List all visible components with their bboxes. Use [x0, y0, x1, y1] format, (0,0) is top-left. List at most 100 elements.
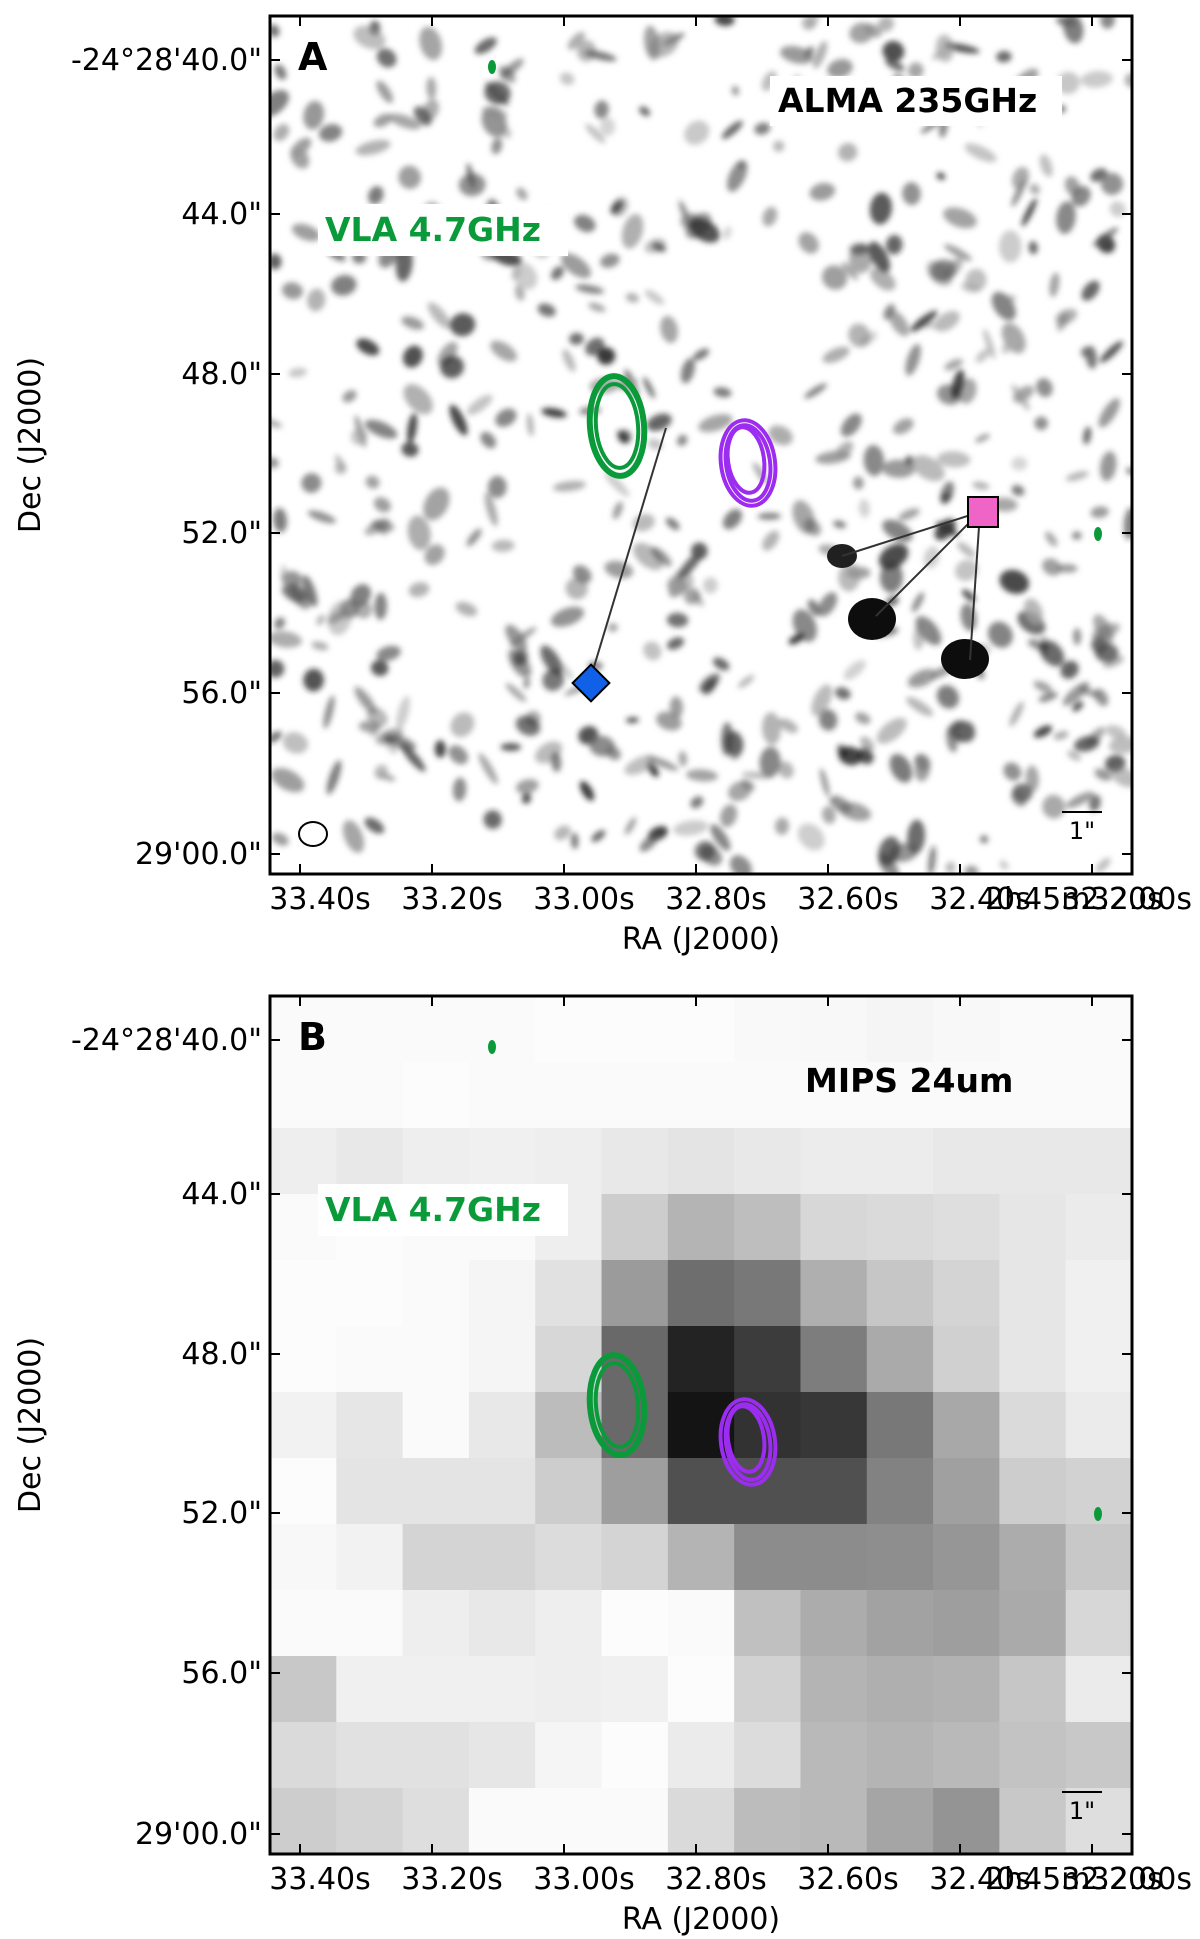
noise-blob — [1033, 725, 1053, 738]
noise-blob — [554, 825, 571, 841]
noise-blob — [585, 123, 606, 144]
mips-pixel — [933, 1392, 1000, 1459]
mips-pixel — [402, 1656, 470, 1723]
noise-blob — [419, 26, 443, 61]
noise-blob — [1072, 628, 1082, 646]
mips-pixel — [734, 1524, 802, 1591]
noise-blob — [368, 186, 384, 205]
mips-pixel — [667, 1458, 735, 1525]
mips-pixel — [535, 1524, 603, 1591]
noise-blob — [481, 105, 508, 121]
noise-blob — [1080, 346, 1090, 358]
noise-blob — [466, 394, 493, 416]
noise-blob — [944, 358, 964, 371]
noise-blob — [937, 451, 971, 468]
noise-blob — [647, 438, 663, 450]
purple-contour — [718, 1397, 778, 1487]
noise-blob — [625, 292, 640, 303]
mips-pixel — [336, 1590, 404, 1657]
noise-blob — [686, 769, 718, 782]
noise-blob — [680, 358, 695, 384]
mips-pixel — [667, 1326, 735, 1393]
y-tick-label: 44.0" — [181, 197, 262, 232]
mips-pixel — [800, 1590, 868, 1657]
noise-blob — [1065, 791, 1094, 809]
mips-pixel — [800, 1722, 868, 1789]
mips-pixel — [667, 1788, 735, 1854]
panel-letter: B — [298, 1015, 327, 1059]
noise-blob — [905, 343, 921, 376]
noise-blob — [1083, 426, 1092, 445]
noise-blob — [798, 232, 819, 254]
mips-pixel — [270, 1128, 337, 1195]
noise-blob — [757, 512, 781, 520]
beam-ellipse — [298, 821, 328, 847]
noise-blob — [815, 450, 851, 464]
mips-pixel — [800, 1788, 868, 1854]
mips-pixel — [468, 1722, 536, 1789]
noise-blob — [1060, 660, 1079, 679]
noise-blob — [407, 515, 431, 551]
noise-blob — [396, 695, 410, 731]
noise-blob — [303, 100, 325, 130]
noise-blob — [911, 592, 925, 613]
noise-blob — [944, 43, 980, 54]
noise-blob — [541, 407, 567, 418]
noise-blob — [987, 621, 1013, 648]
image-label: ALMA 235GHz — [778, 81, 1037, 120]
noise-blob — [668, 582, 682, 598]
image-label-box — [770, 76, 1062, 126]
noise-blob — [487, 475, 507, 499]
noise-blob — [270, 90, 289, 118]
noise-blob — [588, 302, 606, 313]
noise-blob — [480, 431, 497, 449]
y-axis-title: Dec (J2000) — [13, 1337, 48, 1513]
noise-blob — [516, 187, 528, 201]
noise-blob — [597, 347, 616, 365]
mips-pixel — [999, 1458, 1067, 1525]
noise-blob — [374, 592, 388, 620]
noise-blob — [684, 120, 710, 145]
mips-pixel — [270, 1458, 337, 1525]
mips-pixel — [800, 1194, 868, 1261]
mips-pixel — [999, 1062, 1067, 1129]
noise-blob — [935, 522, 959, 536]
noise-blob — [427, 302, 451, 329]
noise-blob — [643, 641, 662, 661]
noise-blob — [500, 743, 522, 752]
noise-blob — [720, 722, 734, 756]
mips-pixel — [336, 1722, 404, 1789]
noise-blob — [807, 16, 821, 30]
noise-blob — [1067, 750, 1082, 761]
noise-blob — [1024, 598, 1043, 625]
mips-pixel — [402, 1788, 470, 1854]
noise-blob — [1049, 272, 1060, 298]
noise-blob — [508, 648, 532, 679]
noise-blob — [365, 475, 380, 489]
noise-blob — [484, 492, 498, 527]
noise-blob — [954, 559, 979, 582]
noise-blob — [729, 855, 752, 874]
mips-pixel — [667, 1524, 735, 1591]
noise-blob — [998, 230, 1022, 263]
noise-blob — [579, 781, 595, 801]
noise-blob — [638, 106, 651, 117]
noise-blob — [913, 620, 926, 650]
noise-blob — [1092, 227, 1119, 247]
mips-pixel — [866, 1722, 934, 1789]
x-tick-label: 32.20s — [1061, 882, 1163, 917]
noise-blob — [879, 561, 903, 593]
noise-blob — [491, 539, 515, 552]
mips-pixel — [866, 1788, 934, 1854]
noise-blob — [678, 751, 688, 767]
noise-blob — [1038, 692, 1058, 703]
noise-blob — [722, 226, 732, 240]
mips-pixel — [1065, 1656, 1132, 1723]
noise-blob — [342, 390, 357, 403]
mips-pixel — [270, 1788, 337, 1854]
x-tick-label: 32.60s — [797, 1862, 899, 1897]
mips-pixel — [866, 1194, 934, 1261]
mips-pixel — [601, 1788, 669, 1854]
noise-blob — [855, 712, 871, 725]
noise-blob — [512, 262, 538, 290]
